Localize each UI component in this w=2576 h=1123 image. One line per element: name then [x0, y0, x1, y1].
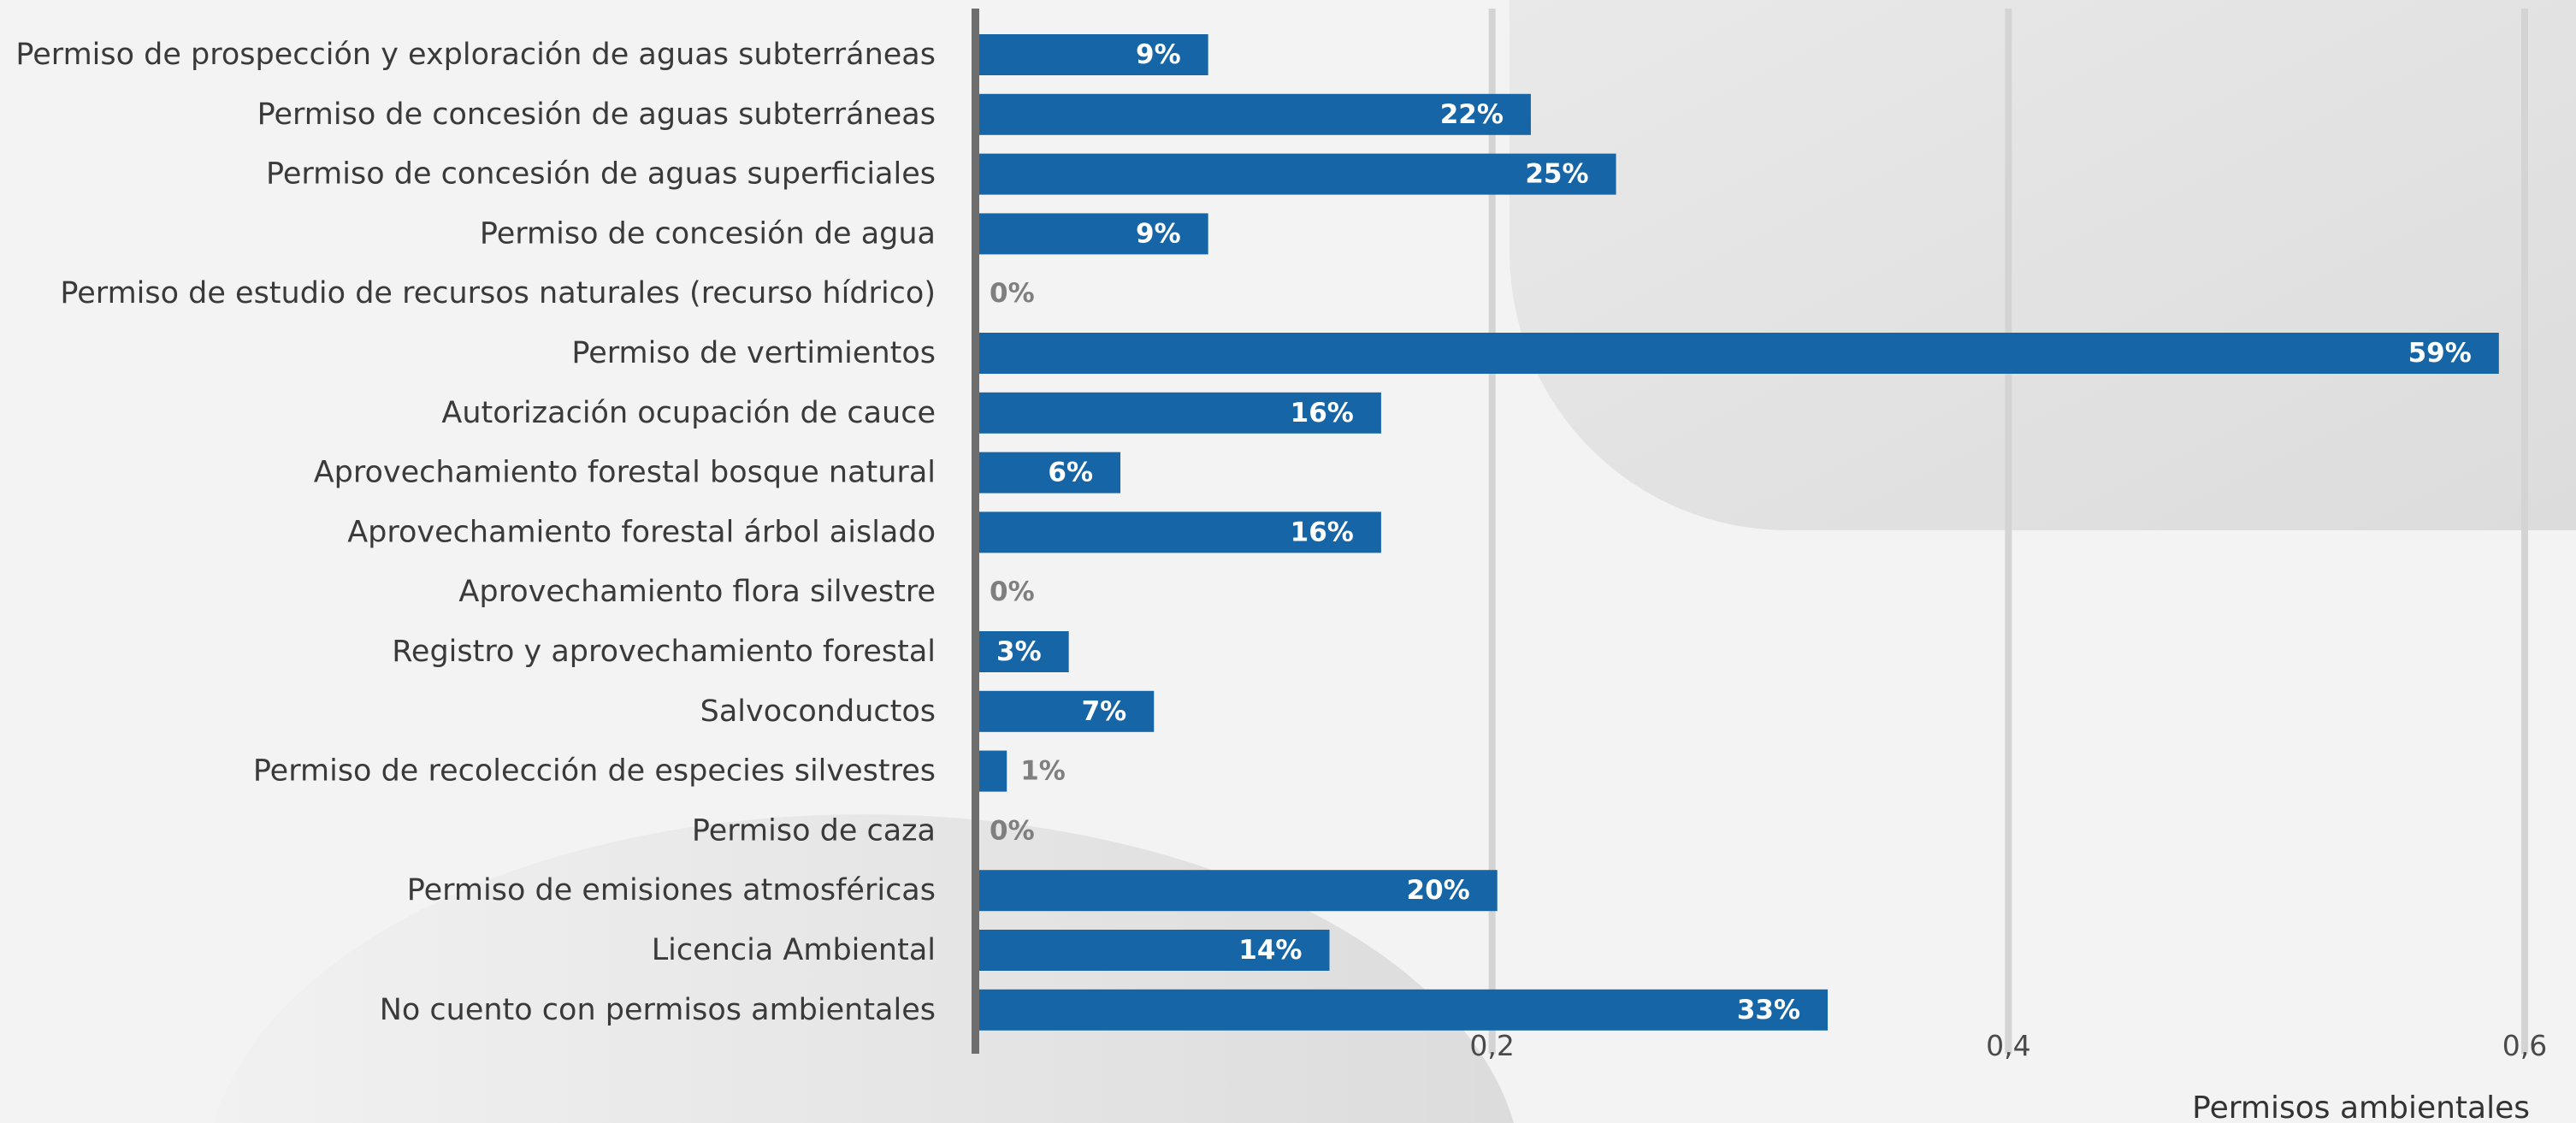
x-tick-label: 0,2: [1469, 1029, 1514, 1062]
bars: 9% 22% 25% 9% 0% 59% 16% 6% 16% 0% 3% 7% 1% 0% 20% 14% 3…: [976, 34, 2499, 1031]
bg-shape-top-right: [1510, 0, 2576, 530]
category-label: Permiso de recolección de especies silve…: [253, 754, 936, 789]
data-label: 7%: [1082, 696, 1127, 727]
data-label: 1%: [1020, 756, 1066, 787]
category-label: Aprovechamiento flora silvestre: [458, 575, 936, 609]
bar: [976, 34, 1208, 75]
x-axis-title: Permisos ambientales: [2192, 1090, 2530, 1123]
data-label: 16%: [1291, 398, 1354, 429]
x-tick-labels: 0,2 0,4 0,6: [1469, 1029, 2547, 1062]
data-label: 9%: [1136, 39, 1181, 70]
bar: [976, 989, 1829, 1031]
bar: [976, 153, 1616, 195]
data-label: 9%: [1136, 218, 1181, 249]
gridlines: [1488, 9, 2528, 1054]
bar: [976, 93, 1531, 135]
category-label: Aprovechamiento forestal bosque natural: [314, 456, 936, 490]
data-label: 25%: [1525, 159, 1588, 190]
category-label: Registro y aprovechamiento forestal: [392, 635, 936, 669]
category-label: Permiso de concesión de agua: [480, 216, 936, 251]
gridline: [2521, 9, 2528, 1054]
x-tick-label: 0,4: [1986, 1029, 2030, 1062]
bar: [976, 333, 2499, 374]
category-label: Permiso de concesión de aguas superficia…: [266, 157, 936, 192]
x-tick-label: 0,6: [2502, 1029, 2547, 1062]
data-label: 3%: [996, 636, 1042, 667]
category-labels: Permiso de prospección y exploración de …: [15, 38, 936, 1027]
category-label: Aprovechamiento forestal árbol aislado: [347, 515, 936, 549]
bar: [976, 690, 1155, 732]
bar: [976, 930, 1330, 971]
data-label: 33%: [1737, 995, 1800, 1025]
category-label: Permiso de concesión de aguas subterráne…: [257, 98, 936, 132]
data-label: 14%: [1238, 935, 1302, 966]
y-axis-line: [972, 9, 979, 1054]
gridline: [2005, 9, 2012, 1054]
data-label: 0%: [990, 576, 1035, 607]
category-label: No cuento con permisos ambientales: [380, 993, 936, 1027]
data-label: 6%: [1048, 458, 1093, 488]
category-label: Permiso de vertimientos: [571, 336, 936, 370]
bar: [976, 452, 1121, 494]
category-label: Salvoconductos: [700, 694, 936, 729]
gridline: [1488, 9, 1496, 1054]
category-label: Permiso de prospección y exploración de …: [15, 38, 936, 72]
category-label: Permiso de caza: [692, 813, 936, 848]
category-label: Permiso de emisiones atmosféricas: [407, 873, 936, 907]
category-label: Autorización ocupación de cauce: [441, 396, 936, 430]
data-label: 0%: [990, 815, 1035, 846]
bar: [976, 392, 1381, 434]
bar: [976, 750, 1007, 792]
data-label: 16%: [1291, 517, 1354, 547]
category-label: Licencia Ambiental: [652, 933, 936, 967]
data-label: 22%: [1440, 99, 1504, 130]
data-label: 20%: [1407, 875, 1470, 906]
bar: [976, 511, 1381, 553]
bar: [976, 213, 1208, 255]
data-label: 0%: [990, 278, 1035, 309]
data-label: 59%: [2408, 338, 2472, 369]
category-label: Permiso de estudio de recursos naturales…: [60, 276, 936, 310]
bar: [976, 631, 1069, 672]
bar: [976, 870, 1498, 912]
